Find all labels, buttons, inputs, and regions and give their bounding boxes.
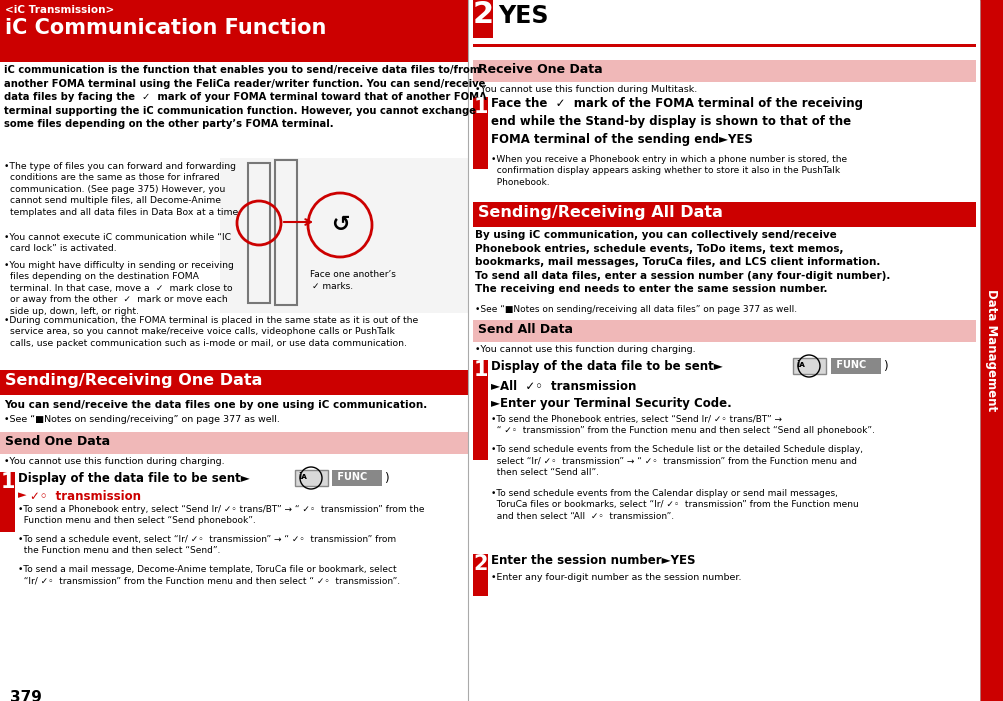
Text: •During communication, the FOMA terminal is placed in the same state as it is ou: •During communication, the FOMA terminal… xyxy=(4,316,418,348)
Text: •When you receive a Phonebook entry in which a phone number is stored, the
  con: •When you receive a Phonebook entry in w… xyxy=(490,155,847,187)
Text: iC communication is the function that enables you to send/receive data files to/: iC communication is the function that en… xyxy=(4,65,486,130)
Text: FUNC: FUNC xyxy=(832,360,866,370)
Text: Send All Data: Send All Data xyxy=(477,323,573,336)
Text: ►: ► xyxy=(18,490,26,500)
Text: iᴀ: iᴀ xyxy=(298,472,307,481)
Text: •To send schedule events from the Calendar display or send mail messages,
  Toru: •To send schedule events from the Calend… xyxy=(490,489,858,521)
Text: •To send a Phonebook entry, select “Send Ir/ ✓◦ trans/BT” → “ ✓◦  transmission” : •To send a Phonebook entry, select “Send… xyxy=(18,505,424,526)
Text: 1: 1 xyxy=(472,360,487,380)
Text: •See “■Notes on sending/receiving all data files” on page 377 as well.: •See “■Notes on sending/receiving all da… xyxy=(474,305,796,314)
Text: •You cannot use this function during charging.: •You cannot use this function during cha… xyxy=(4,457,225,466)
Bar xyxy=(295,470,328,486)
Text: •The type of files you can forward and forwarding
  conditions are the same as t: •The type of files you can forward and f… xyxy=(4,162,241,217)
Text: •To send schedule events from the Schedule list or the detailed Schedule display: •To send schedule events from the Schedu… xyxy=(490,445,863,477)
Text: 2: 2 xyxy=(472,0,493,29)
Text: Send One Data: Send One Data xyxy=(5,435,110,448)
Text: ): ) xyxy=(383,472,388,485)
Text: YES: YES xyxy=(497,4,548,28)
Bar xyxy=(830,358,880,374)
Text: •You cannot use this function during Multitask.: •You cannot use this function during Mul… xyxy=(474,85,696,94)
Text: Sending/Receiving All Data: Sending/Receiving All Data xyxy=(477,205,722,220)
Text: ): ) xyxy=(882,360,887,373)
Text: •See “■Notes on sending/receiving” on page 377 as well.: •See “■Notes on sending/receiving” on pa… xyxy=(4,415,280,424)
Text: •To send a schedule event, select “Ir/ ✓◦  transmission” → “ ✓◦  transmission” f: •To send a schedule event, select “Ir/ ✓… xyxy=(18,535,396,555)
Text: Receive One Data: Receive One Data xyxy=(477,63,602,76)
Text: FUNC: FUNC xyxy=(334,472,367,482)
Text: iᴀ: iᴀ xyxy=(795,360,804,369)
Bar xyxy=(472,554,487,596)
Bar xyxy=(472,360,487,460)
Bar xyxy=(472,97,487,169)
Bar xyxy=(0,432,467,454)
Text: iC Communication Function: iC Communication Function xyxy=(5,18,326,38)
Bar xyxy=(792,358,825,374)
Bar xyxy=(332,470,381,486)
Bar xyxy=(472,320,975,342)
Bar xyxy=(472,0,492,38)
Text: •To send a mail message, Decome-Anime template, ToruCa file or bookmark, select
: •To send a mail message, Decome-Anime te… xyxy=(18,565,400,585)
Text: 379: 379 xyxy=(10,690,42,701)
Text: ►Enter your Terminal Security Code.: ►Enter your Terminal Security Code. xyxy=(490,397,731,410)
Text: ►All  ✓◦  transmission: ►All ✓◦ transmission xyxy=(490,380,636,393)
Text: Face the  ✓  mark of the FOMA terminal of the receiving
end while the Stand-by d: Face the ✓ mark of the FOMA terminal of … xyxy=(490,97,863,146)
Text: •You cannot use this function during charging.: •You cannot use this function during cha… xyxy=(474,345,695,354)
Text: Face one another’s: Face one another’s xyxy=(310,270,395,279)
Bar xyxy=(295,470,328,486)
Text: •Enter any four-digit number as the session number.: •Enter any four-digit number as the sess… xyxy=(490,573,741,582)
Text: 1: 1 xyxy=(472,97,487,117)
Bar xyxy=(472,60,975,82)
Text: •You might have difficulty in sending or receiving
  files depending on the dest: •You might have difficulty in sending or… xyxy=(4,261,234,315)
Text: •You cannot execute iC communication while “IC
  card lock” is activated.: •You cannot execute iC communication whi… xyxy=(4,233,231,254)
Bar xyxy=(0,472,15,532)
Bar xyxy=(0,0,467,62)
Text: •To send the Phonebook entries, select “Send Ir/ ✓◦ trans/BT” →
  “ ✓◦  transmis: •To send the Phonebook entries, select “… xyxy=(490,415,874,435)
Text: ✓◦  transmission: ✓◦ transmission xyxy=(30,490,140,503)
Text: ↺: ↺ xyxy=(330,215,349,235)
Bar xyxy=(220,158,467,313)
Text: Display of the data file to be sent►: Display of the data file to be sent► xyxy=(18,472,250,485)
Bar xyxy=(792,358,825,374)
Bar xyxy=(0,370,467,395)
Text: 1: 1 xyxy=(0,472,15,492)
Text: Data Management: Data Management xyxy=(985,290,998,411)
Text: ✓ marks.: ✓ marks. xyxy=(312,282,353,291)
Bar xyxy=(275,160,297,305)
Bar xyxy=(472,202,975,227)
Text: By using iC communication, you can collectively send/receive
Phonebook entries, : By using iC communication, you can colle… xyxy=(474,230,890,294)
Text: Sending/Receiving One Data: Sending/Receiving One Data xyxy=(5,373,262,388)
Text: Display of the data file to be sent►: Display of the data file to be sent► xyxy=(490,360,722,373)
Bar xyxy=(979,0,1003,701)
Text: You can send/receive the data files one by one using iC communication.: You can send/receive the data files one … xyxy=(4,400,427,410)
Text: Enter the session number►YES: Enter the session number►YES xyxy=(490,554,695,567)
Bar xyxy=(472,44,975,47)
Text: <iC Transmission>: <iC Transmission> xyxy=(5,5,114,15)
Text: 2: 2 xyxy=(472,554,487,574)
Bar xyxy=(248,163,270,303)
